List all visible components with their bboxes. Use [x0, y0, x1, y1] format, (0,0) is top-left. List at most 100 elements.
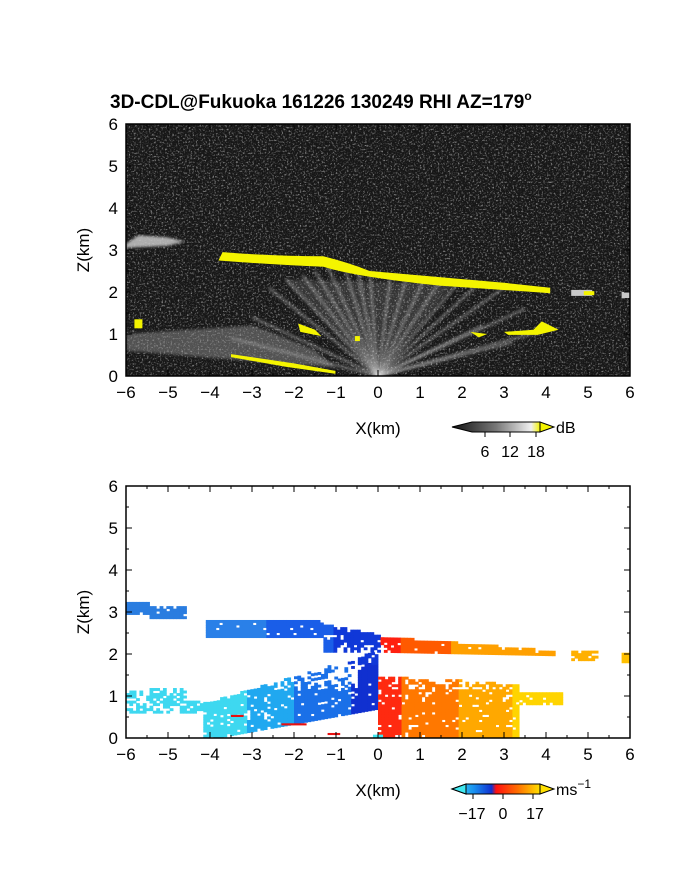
velocity-pixel — [388, 711, 392, 715]
velocity-pixel — [458, 689, 463, 693]
velocity-pixel — [330, 699, 335, 703]
velocity-pixel — [438, 704, 443, 708]
velocity-pixel — [511, 652, 516, 656]
velocity-pixel — [388, 722, 392, 725]
velocity-pixel — [152, 606, 157, 610]
velocity-pixel — [509, 684, 513, 688]
velocity-pixel — [465, 699, 470, 703]
velocity-pixel — [494, 647, 499, 651]
velocity-pixel — [393, 647, 398, 651]
velocity-pixel — [367, 670, 372, 674]
velocity-pixel — [307, 671, 312, 675]
velocity-pixel — [354, 688, 359, 691]
velocity-pixel — [324, 680, 329, 684]
velocity-pixel — [351, 708, 355, 712]
velocity-pixel — [320, 673, 325, 677]
velocity-pixel — [435, 696, 439, 700]
velocity-pixel — [502, 704, 507, 708]
velocity-pixel — [400, 650, 405, 654]
velocity-pixel — [492, 684, 497, 688]
velocity-pixel — [448, 719, 453, 723]
velocity-pixel — [357, 695, 362, 698]
velocity-pixel — [324, 698, 329, 702]
velocity-pixel — [438, 684, 443, 688]
velocity-pixel — [448, 694, 453, 698]
velocity-pixel — [364, 663, 369, 667]
velocity-pixel — [417, 640, 422, 644]
velocity-pixel — [384, 709, 389, 713]
velocity-pixel — [212, 619, 217, 623]
velocity-pixel — [347, 699, 352, 703]
velocity-pixel — [502, 717, 507, 720]
velocity-pixel — [297, 703, 302, 707]
velocity-pixel — [388, 701, 392, 705]
velocity-pixel — [391, 679, 396, 683]
velocity-pixel — [481, 644, 486, 648]
velocity-pixel — [444, 641, 449, 644]
velocity-pixel — [350, 647, 355, 651]
velocity-pixel — [289, 625, 294, 628]
velocity-pixel — [401, 717, 406, 720]
velocity-pixel — [435, 729, 439, 733]
x-axis-label: X(km) — [355, 781, 400, 800]
velocity-pixel — [146, 612, 150, 615]
velocity-pixel — [142, 710, 147, 714]
velocity-pixel — [451, 641, 455, 645]
velocity-pixel — [334, 684, 339, 688]
velocity-pixel — [203, 704, 208, 708]
velocity-pixel — [326, 642, 331, 646]
velocity-pixel — [408, 706, 413, 710]
x-tick-label: 4 — [541, 383, 550, 402]
velocity-pixel — [334, 694, 339, 698]
velocity-pixel — [156, 688, 161, 691]
velocity-pixel — [441, 714, 446, 718]
velocity-pixel — [277, 691, 281, 695]
velocity-pixel — [559, 694, 564, 698]
velocity-pixel — [512, 724, 517, 728]
velocity-pixel — [398, 679, 402, 683]
velocity-pixel — [388, 719, 392, 723]
x-tick-label: 2 — [457, 745, 466, 764]
velocity-pixel — [367, 685, 372, 689]
velocity-pixel — [384, 699, 389, 703]
velocity-pixel — [347, 694, 352, 698]
velocity-pixel — [364, 698, 369, 702]
velocity-pixel — [545, 653, 549, 657]
velocity-pixel — [492, 727, 497, 731]
velocity-pixel — [280, 718, 285, 722]
velocity-pixel — [283, 690, 288, 694]
velocity-pixel — [257, 687, 261, 691]
velocity-pixel — [262, 632, 267, 636]
velocity-pixel — [528, 650, 533, 654]
velocity-pixel — [270, 695, 275, 699]
velocity-pixel — [250, 714, 255, 718]
velocity-pixel — [304, 717, 308, 721]
velocity-pixel — [458, 732, 463, 736]
velocity-pixel — [341, 677, 345, 681]
velocity-pixel — [173, 690, 177, 694]
velocity-pixel — [310, 673, 315, 677]
velocity-pixel — [384, 691, 389, 695]
velocity-pixel — [310, 693, 315, 697]
velocity-pixel — [277, 704, 281, 708]
velocity-pixel — [455, 704, 460, 708]
velocity-pixel — [341, 692, 345, 696]
velocity-pixel — [186, 705, 191, 709]
velocity-pixel — [381, 681, 386, 685]
velocity-pixel — [183, 690, 187, 694]
velocity-pixel — [351, 706, 355, 710]
x-tick-label: −3 — [242, 383, 261, 402]
velocity-pixel — [142, 705, 147, 709]
velocity-pixel — [384, 711, 389, 715]
velocity-pixel — [522, 694, 527, 698]
velocity-pixel — [374, 674, 379, 678]
velocity-pixel — [414, 729, 419, 733]
velocity-pixel — [478, 732, 483, 736]
velocity-pixel — [401, 714, 406, 718]
velocity-pixel — [132, 695, 137, 699]
velocity-pixel — [243, 715, 248, 719]
velocity-pixel — [314, 687, 318, 691]
velocity-pixel — [481, 646, 486, 650]
velocity-pixel — [166, 606, 171, 610]
velocity-pixel — [438, 729, 443, 733]
